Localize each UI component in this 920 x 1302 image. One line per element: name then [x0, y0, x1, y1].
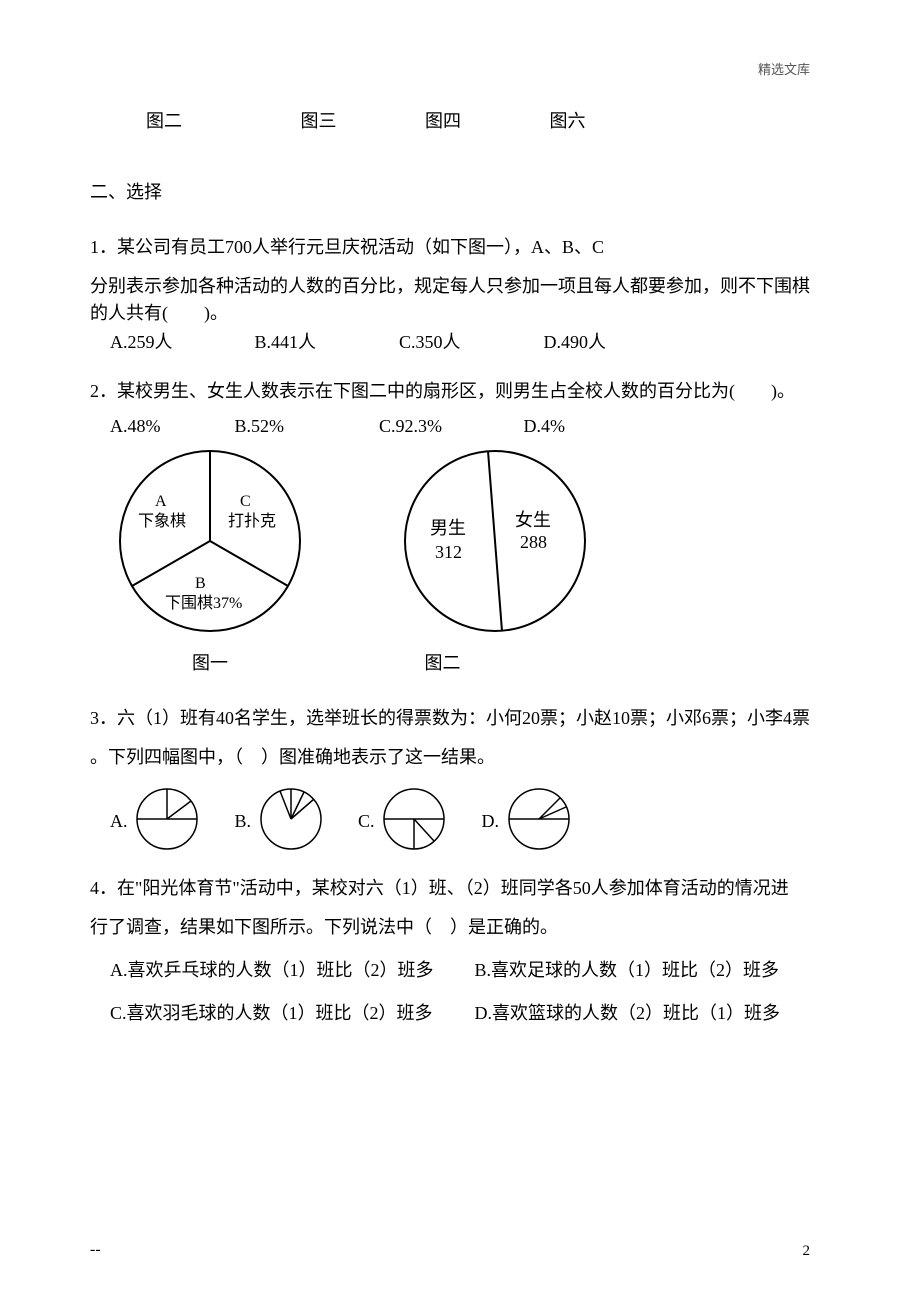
fig-label-6: 图六: [550, 108, 586, 135]
chart1-label-C-sub: 打扑克: [228, 512, 276, 530]
q4-opt-c: C.喜欢羽毛球的人数（1）班比（2）班多: [110, 1000, 470, 1027]
q2-opt-c: C.92.3%: [379, 413, 519, 440]
chart1-label-A: A: [155, 493, 167, 510]
question-1: 1．某公司有员工700人举行元旦庆祝活动（如下图一），A、B、C 分别表示参加各…: [90, 234, 830, 356]
chart1-label-B: B: [195, 575, 206, 592]
q4-options-row2: C.喜欢羽毛球的人数（1）班比（2）班多 D.喜欢篮球的人数（2）班比（1）班多: [110, 1000, 830, 1027]
q3-options: A. B. C.: [110, 785, 830, 861]
pie-chart-figure-2: 男生 312 女生 288: [385, 446, 605, 646]
figure-label-row: 图二 图三 图四 图六: [146, 108, 830, 135]
q3-opt-d-label: D.: [482, 811, 500, 831]
chart1-caption: 图一: [100, 650, 320, 677]
q2-line1: 2．某校男生、女生人数表示在下图二中的扇形区，则男生占全校人数的百分比为( )。: [90, 378, 830, 405]
q4-line2: 行了调查，结果如下图所示。下列说法中（ ）是正确的。: [90, 914, 830, 941]
footer-page-number: 2: [803, 1240, 811, 1263]
q4-opt-a: A.喜欢乒乓球的人数（1）班比（2）班多: [110, 957, 470, 984]
pie-chart-figure-1: A 下象棋 C 打扑克 B 下围棋37%: [100, 446, 320, 646]
section-2-title: 二、选择: [90, 179, 830, 206]
fig-label-4: 图四: [425, 108, 545, 135]
q3-opt-a-label: A.: [110, 811, 128, 831]
q3-line1: 3．六（1）班有40名学生，选举班长的得票数为：小何20票；小赵10票；小邓6票…: [90, 705, 830, 732]
q2-charts: A 下象棋 C 打扑克 B 下围棋37% 男生 312 女生 288: [100, 446, 830, 646]
q4-opt-d: D.喜欢篮球的人数（2）班比（1）班多: [475, 1000, 781, 1027]
question-4: 4．在"阳光体育节"活动中，某校对六（1）班、（2）班同学各50人参加体育活动的…: [90, 875, 830, 1027]
q1-line2: 分别表示参加各种活动的人数的百分比，规定每人只参加一项且每人都要参加，则不下围棋: [90, 273, 830, 300]
q3-pie-d: [504, 785, 574, 861]
q3-opt-b-label: B.: [235, 811, 252, 831]
q2-opt-d: D.4%: [524, 413, 566, 440]
q1-options: A.259人 B.441人 C.350人 D.490人: [110, 329, 830, 356]
q1-line3: 的人共有( )。: [90, 300, 830, 327]
q2-opt-b: B.52%: [235, 413, 375, 440]
q2-opt-a: A.48%: [110, 413, 230, 440]
q2-chart-captions: 图一 图二: [90, 650, 830, 677]
chart1-label-A-sub: 下象棋: [138, 512, 186, 530]
chart2-left-1: 男生: [430, 518, 466, 538]
q3-pie-c: [379, 785, 449, 861]
q2-options: A.48% B.52% C.92.3% D.4%: [110, 413, 830, 440]
footer-dash: --: [90, 1238, 101, 1262]
fig-label-2: 图二: [146, 108, 296, 135]
chart1-label-C: C: [240, 493, 251, 510]
q4-line1: 4．在"阳光体育节"活动中，某校对六（1）班、（2）班同学各50人参加体育活动的…: [90, 875, 830, 902]
q4-options-row1: A.喜欢乒乓球的人数（1）班比（2）班多 B.喜欢足球的人数（1）班比（2）班多: [110, 957, 830, 984]
q1-line1: 1．某公司有员工700人举行元旦庆祝活动（如下图一），A、B、C: [90, 234, 830, 261]
q3-pie-b: [256, 785, 326, 861]
q3-line2: 。下列四幅图中，（ ）图准确地表示了这一结果。: [90, 744, 830, 771]
chart2-right-1: 女生: [515, 510, 551, 530]
q1-opt-a: A.259人: [110, 329, 250, 356]
question-3: 3．六（1）班有40名学生，选举班长的得票数为：小何20票；小赵10票；小邓6票…: [90, 705, 830, 861]
chart1-label-B-sub: 下围棋37%: [165, 594, 242, 612]
q3-pie-a: [132, 785, 202, 861]
chart2-caption: 图二: [385, 650, 645, 677]
fig-label-3: 图三: [301, 108, 421, 135]
chart2-right-2: 288: [520, 532, 547, 552]
question-2: 2．某校男生、女生人数表示在下图二中的扇形区，则男生占全校人数的百分比为( )。…: [90, 378, 830, 677]
q1-opt-c: C.350人: [399, 329, 539, 356]
q1-opt-d: D.490人: [544, 329, 607, 356]
q4-opt-b: B.喜欢足球的人数（1）班比（2）班多: [475, 957, 780, 984]
q3-opt-c-label: C.: [358, 811, 375, 831]
header-watermark: 精选文库: [758, 60, 810, 80]
chart2-left-2: 312: [435, 542, 462, 562]
document-page: 精选文库 图二 图三 图四 图六 二、选择 1．某公司有员工700人举行元旦庆祝…: [0, 0, 920, 1302]
q1-opt-b: B.441人: [255, 329, 395, 356]
